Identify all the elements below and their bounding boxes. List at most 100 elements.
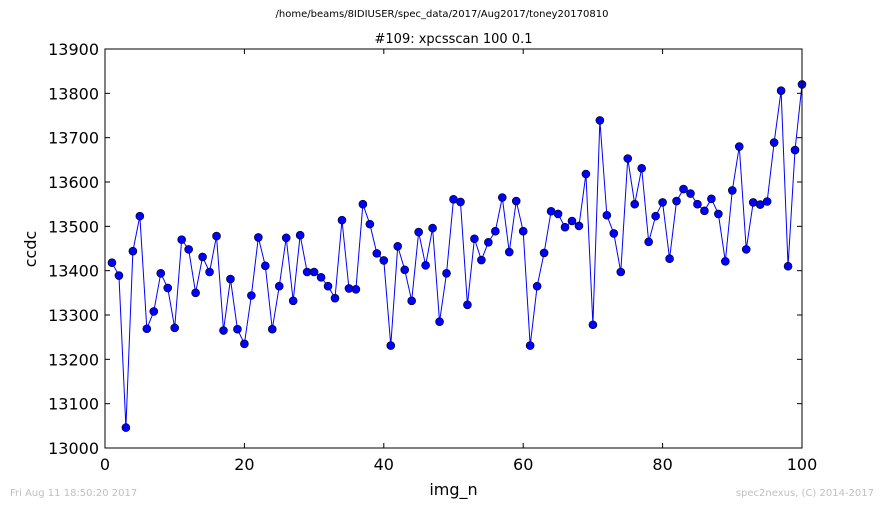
data-point xyxy=(435,317,444,326)
data-point xyxy=(651,211,660,221)
data-point xyxy=(658,198,667,207)
data-point xyxy=(428,223,437,233)
data-point xyxy=(240,339,249,349)
data-point xyxy=(149,307,159,316)
data-point xyxy=(393,241,403,251)
data-point xyxy=(351,284,361,294)
data-point xyxy=(665,254,674,264)
data-point xyxy=(727,186,737,195)
data-point xyxy=(693,199,702,209)
figure-suptitle: /home/beams/8IDIUSER/spec_data/2017/Aug2… xyxy=(275,9,609,20)
data-point xyxy=(630,199,640,209)
data-point xyxy=(518,226,528,236)
data-point xyxy=(128,246,138,256)
footer-credit: spec2nexus, (C) 2014-2017 xyxy=(735,488,874,499)
data-point xyxy=(504,247,514,257)
y-tick-label: 13100 xyxy=(48,395,99,414)
data-point xyxy=(184,245,193,254)
data-point xyxy=(170,323,179,333)
data-point xyxy=(581,169,591,179)
data-point xyxy=(616,267,626,277)
data-point xyxy=(205,267,214,277)
data-point xyxy=(323,281,333,291)
data-point xyxy=(400,265,410,275)
data-point xyxy=(295,230,305,240)
data-point xyxy=(560,222,570,232)
data-point xyxy=(414,227,423,237)
data-point xyxy=(602,210,612,220)
data-point xyxy=(421,261,430,270)
data-point xyxy=(491,226,500,236)
series-line xyxy=(111,84,803,428)
x-axis-label: img_n xyxy=(429,480,477,500)
data-point xyxy=(233,324,242,334)
data-point xyxy=(261,261,270,271)
y-tick-label: 13400 xyxy=(48,262,99,281)
data-point xyxy=(714,209,723,219)
data-point xyxy=(637,163,646,173)
data-point xyxy=(177,235,186,244)
data-point xyxy=(456,197,465,207)
data-point xyxy=(379,256,389,265)
data-point xyxy=(539,248,549,258)
data-point xyxy=(609,229,619,238)
data-point xyxy=(219,326,228,335)
data-point xyxy=(700,206,709,216)
data-point xyxy=(623,154,633,163)
data-point xyxy=(790,145,800,155)
data-point xyxy=(567,216,577,226)
data-point xyxy=(588,320,598,330)
data-point xyxy=(525,341,535,350)
data-point xyxy=(783,261,793,271)
data-point xyxy=(191,288,200,298)
data-point xyxy=(365,219,375,229)
data-point xyxy=(553,209,563,219)
y-tick-label: 13700 xyxy=(48,129,99,148)
data-point xyxy=(734,142,744,151)
data-point xyxy=(762,197,772,206)
y-tick-label: 13500 xyxy=(48,217,99,236)
data-point xyxy=(776,86,786,95)
data-point xyxy=(163,283,173,293)
data-point xyxy=(142,324,152,334)
data-point xyxy=(107,258,117,267)
x-tick-label: 80 xyxy=(652,455,672,474)
data-point xyxy=(358,199,368,209)
data-point xyxy=(442,269,451,278)
data-point xyxy=(247,291,256,300)
plot-area-frame xyxy=(104,48,803,449)
y-tick-label: 13600 xyxy=(48,173,99,192)
x-tick-label: 20 xyxy=(234,455,254,474)
data-point xyxy=(330,293,340,303)
data-point xyxy=(679,184,688,194)
x-tick-label: 100 xyxy=(787,455,818,474)
data-point xyxy=(470,234,479,244)
y-axis-label: ccdc xyxy=(21,231,40,268)
data-point xyxy=(198,252,207,262)
data-point xyxy=(532,281,542,291)
y-tick-label: 13300 xyxy=(48,306,99,325)
data-point xyxy=(477,255,486,265)
x-tick-label: 0 xyxy=(100,455,110,474)
y-tick-label: 13900 xyxy=(48,40,99,59)
data-point xyxy=(721,257,730,266)
data-point xyxy=(135,211,145,221)
data-point xyxy=(121,423,131,432)
data-point xyxy=(407,296,416,306)
data-point xyxy=(741,245,751,254)
data-point xyxy=(511,196,521,206)
y-tick-label: 13000 xyxy=(48,439,99,458)
x-tick-label: 60 xyxy=(513,455,533,474)
data-point xyxy=(595,116,605,125)
data-point xyxy=(574,221,584,231)
data-point xyxy=(226,274,235,284)
y-tick-label: 13200 xyxy=(48,350,99,369)
data-point xyxy=(463,300,472,310)
data-point xyxy=(672,196,681,206)
data-point xyxy=(484,237,493,247)
data-point xyxy=(281,233,291,243)
data-point xyxy=(497,193,507,202)
data-point xyxy=(267,324,277,334)
y-tick-label: 13800 xyxy=(48,84,99,103)
